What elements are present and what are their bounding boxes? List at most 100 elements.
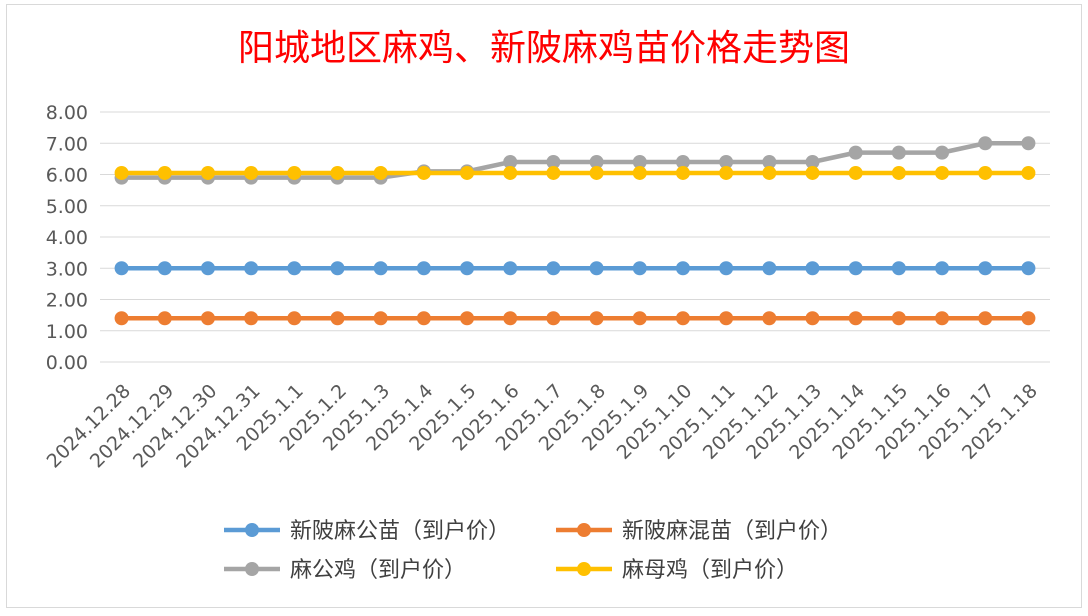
- data-point[interactable]: [546, 311, 561, 326]
- data-point[interactable]: [719, 311, 734, 326]
- data-point[interactable]: [632, 311, 647, 326]
- data-point[interactable]: [719, 261, 734, 276]
- data-point[interactable]: [762, 261, 777, 276]
- legend-item[interactable]: 麻公鸡（到户价）: [224, 558, 466, 583]
- data-point[interactable]: [805, 165, 820, 180]
- data-point[interactable]: [200, 261, 215, 276]
- data-point[interactable]: [719, 155, 734, 169]
- data-point[interactable]: [891, 145, 906, 160]
- data-point[interactable]: [157, 165, 172, 180]
- data-point[interactable]: [330, 261, 345, 276]
- data-point[interactable]: [762, 155, 777, 169]
- data-point[interactable]: [675, 165, 690, 180]
- y-axis: 0.00 1.00 2.00 3.00 4.00 5.00 6.00 7.00 8.00: [46, 102, 88, 374]
- data-point[interactable]: [546, 165, 561, 180]
- data-point[interactable]: [891, 165, 906, 180]
- data-point[interactable]: [460, 311, 475, 326]
- data-point[interactable]: [805, 311, 820, 326]
- data-point[interactable]: [1021, 311, 1036, 326]
- data-point[interactable]: [503, 311, 518, 326]
- gridlines: [100, 111, 1050, 363]
- series-1: [114, 311, 1036, 326]
- data-point[interactable]: [244, 311, 259, 326]
- data-point[interactable]: [330, 311, 345, 326]
- data-point[interactable]: [978, 136, 993, 151]
- legend: 新陂麻公苗（到户价） 新陂麻混苗（到户价） 麻公鸡（到户价） 麻母鸡（到户价）: [224, 519, 842, 583]
- data-point[interactable]: [114, 311, 129, 326]
- data-point[interactable]: [1021, 165, 1036, 180]
- data-point[interactable]: [589, 165, 604, 180]
- data-point[interactable]: [891, 311, 906, 326]
- y-tick-label: 4.00: [46, 227, 88, 249]
- data-point[interactable]: [114, 261, 129, 276]
- data-point[interactable]: [935, 165, 950, 180]
- data-point[interactable]: [460, 165, 475, 180]
- data-point[interactable]: [632, 261, 647, 276]
- data-point[interactable]: [805, 155, 820, 169]
- data-point[interactable]: [330, 165, 345, 180]
- data-point[interactable]: [200, 165, 215, 180]
- data-point[interactable]: [1021, 261, 1036, 276]
- data-point[interactable]: [935, 261, 950, 276]
- data-point[interactable]: [157, 311, 172, 326]
- data-point[interactable]: [200, 311, 215, 326]
- data-point[interactable]: [503, 261, 518, 276]
- data-point[interactable]: [675, 261, 690, 276]
- data-point[interactable]: [546, 155, 561, 169]
- legend-item[interactable]: 麻母鸡（到户价）: [556, 558, 798, 583]
- data-point[interactable]: [848, 261, 863, 276]
- data-point[interactable]: [287, 261, 302, 276]
- data-point[interactable]: [114, 165, 129, 180]
- data-point[interactable]: [632, 155, 647, 169]
- data-point[interactable]: [978, 165, 993, 180]
- legend-label: 麻母鸡（到户价）: [622, 558, 798, 583]
- data-point[interactable]: [675, 311, 690, 326]
- data-point[interactable]: [1021, 136, 1036, 151]
- data-point[interactable]: [373, 311, 388, 326]
- data-point[interactable]: [935, 145, 950, 160]
- data-point[interactable]: [287, 165, 302, 180]
- chart-area[interactable]: [6, 4, 1082, 608]
- data-point[interactable]: [848, 311, 863, 326]
- data-point[interactable]: [546, 261, 561, 276]
- legend-swatch-marker: [577, 562, 591, 576]
- data-point[interactable]: [157, 261, 172, 276]
- data-point[interactable]: [805, 261, 820, 276]
- data-point[interactable]: [416, 311, 431, 326]
- data-point[interactable]: [244, 165, 259, 180]
- series-group: [114, 136, 1036, 326]
- data-point[interactable]: [373, 165, 388, 180]
- data-point[interactable]: [589, 261, 604, 276]
- y-tick-label: 2.00: [46, 290, 88, 312]
- y-tick-label: 8.00: [46, 102, 88, 124]
- legend-item[interactable]: 新陂麻混苗（到户价）: [556, 519, 842, 544]
- data-point[interactable]: [762, 311, 777, 326]
- data-point[interactable]: [719, 165, 734, 180]
- data-point[interactable]: [978, 261, 993, 276]
- data-point[interactable]: [589, 311, 604, 326]
- data-point[interactable]: [373, 261, 388, 276]
- data-point[interactable]: [762, 165, 777, 180]
- data-point[interactable]: [848, 165, 863, 180]
- series-0: [114, 261, 1036, 276]
- data-point[interactable]: [503, 165, 518, 180]
- data-point[interactable]: [632, 165, 647, 180]
- y-tick-label: 5.00: [46, 196, 88, 218]
- x-axis: 2024.12.282024.12.292024.12.302024.12.31…: [43, 380, 1042, 472]
- data-point[interactable]: [244, 261, 259, 276]
- data-point[interactable]: [460, 261, 475, 276]
- data-point[interactable]: [935, 311, 950, 326]
- y-tick-label: 6.00: [46, 165, 88, 187]
- data-point[interactable]: [891, 261, 906, 276]
- data-point[interactable]: [675, 155, 690, 169]
- data-point[interactable]: [416, 261, 431, 276]
- data-point[interactable]: [503, 155, 518, 169]
- data-point[interactable]: [848, 145, 863, 160]
- data-point[interactable]: [978, 311, 993, 326]
- legend-label: 新陂麻公苗（到户价）: [290, 519, 510, 544]
- data-point[interactable]: [589, 155, 604, 169]
- data-point[interactable]: [287, 311, 302, 326]
- data-point[interactable]: [416, 165, 431, 180]
- legend-item[interactable]: 新陂麻公苗（到户价）: [224, 519, 510, 544]
